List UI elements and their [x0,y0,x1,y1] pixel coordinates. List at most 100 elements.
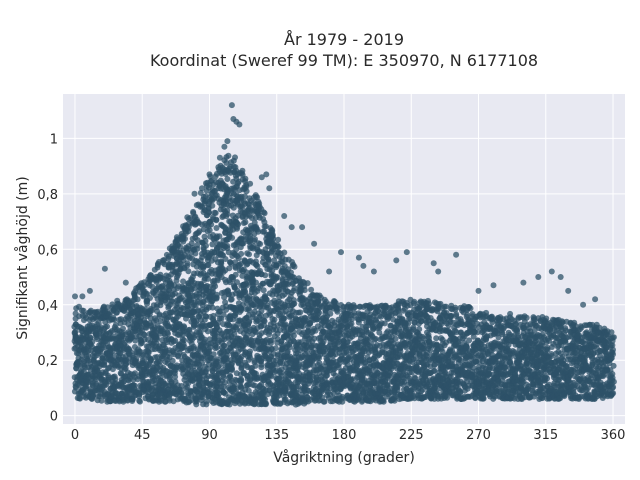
scatter-point [427,347,434,354]
scatter-point [261,210,268,217]
scatter-point [203,242,209,249]
scatter-point [308,286,315,293]
scatter-point [410,324,417,331]
scatter-point [216,362,223,369]
scatter-point [339,398,346,405]
scatter-point [311,335,318,342]
scatter-point [209,304,216,311]
scatter-point [242,289,249,296]
scatter-point [172,337,179,344]
scatter-point [210,312,217,319]
scatter-point [246,318,253,325]
scatter-point [247,180,254,187]
scatter-point [271,316,278,323]
scatter-point [247,354,254,361]
scatter-point [233,246,240,253]
scatter-point [202,237,209,244]
scatter-point [185,245,192,252]
scatter-point [213,225,220,231]
scatter-point [194,237,201,244]
scatter-point [281,249,288,256]
scatter-point [105,374,112,381]
scatter-point [209,202,216,209]
scatter-point [133,355,140,362]
scatter-point [351,304,358,311]
scatter-point [252,258,259,265]
scatter-point [262,272,269,279]
scatter-point [259,280,266,287]
scatter-point [265,256,272,262]
scatter-point [422,373,429,380]
scatter-point [275,236,282,243]
scatter-point [254,226,261,233]
scatter-point [223,159,230,166]
scatter-point [80,307,87,314]
scatter-point [227,373,234,380]
scatter-point [267,340,274,347]
scatter-point [419,333,426,340]
scatter-point [156,311,163,318]
scatter-point [226,401,233,408]
scatter-point [336,360,343,367]
scatter-point [182,235,188,242]
scatter-point [431,361,438,368]
scatter-point [252,236,258,243]
scatter-point [90,393,97,399]
scatter-point [132,370,138,377]
scatter-point [218,260,225,267]
scatter-point [98,397,105,404]
scatter-point [134,296,141,303]
scatter-point [381,320,388,327]
scatter-point [165,330,171,337]
scatter-point [228,296,235,303]
scatter-point [235,255,242,262]
scatter-point [190,208,197,215]
scatter-point [112,321,119,328]
scatter-point [185,268,192,275]
scatter-point [332,300,339,306]
scatter-point [242,219,249,226]
scatter-point [178,383,185,389]
scatter-point [343,348,350,355]
scatter-point [188,240,195,247]
scatter-point [291,285,298,292]
chart-title-line1: År 1979 - 2019 [284,30,404,49]
scatter-point [137,398,143,405]
scatter-point [238,307,245,314]
scatter-point [180,323,187,330]
scatter-point [380,398,387,405]
scatter-point [263,296,270,303]
scatter-point [222,256,229,262]
scatter-point [178,390,185,397]
scatter-point [293,389,300,396]
scatter-point [206,209,213,216]
scatter-point [104,304,111,311]
scatter-point [187,215,194,221]
scatter-point [186,326,193,333]
scatter-point [241,193,248,200]
scatter-point [304,329,311,336]
scatter-point [246,307,253,314]
scatter-point [281,315,288,322]
scatter-point [209,241,216,248]
scatter-point [169,357,176,364]
scatter-point [405,320,412,327]
scatter-point [224,245,231,252]
scatter-point [220,311,227,318]
scatter-point [238,250,245,257]
scatter-point [374,308,381,314]
scatter-point [232,271,239,278]
scatter-point [147,357,154,363]
scatter-point [258,307,265,314]
scatter-point [213,291,220,298]
scatter-point [262,401,269,408]
scatter-point [231,331,238,337]
scatter-point [316,309,323,316]
scatter-point [204,262,211,269]
scatter-point [290,332,297,339]
scatter-point [89,338,96,345]
scatter-point [204,328,211,335]
scatter-point [253,279,259,286]
scatter-point [224,211,231,218]
scatter-point [213,217,220,224]
